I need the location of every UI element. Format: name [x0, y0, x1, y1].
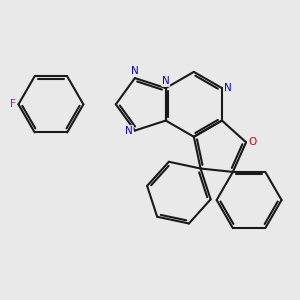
Text: N: N — [162, 76, 169, 86]
Text: N: N — [125, 126, 133, 136]
Text: F: F — [11, 99, 16, 109]
Text: O: O — [248, 137, 256, 147]
Text: N: N — [224, 83, 231, 93]
Text: N: N — [131, 66, 139, 76]
